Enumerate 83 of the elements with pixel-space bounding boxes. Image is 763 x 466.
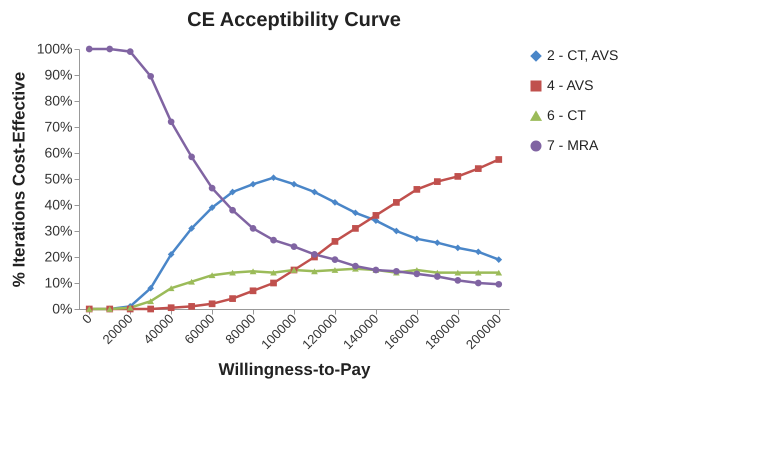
point (270, 236, 277, 244)
y-axis-title: % Iterations Cost-Effective (10, 72, 29, 288)
point (86, 46, 93, 52)
point (454, 244, 462, 252)
point (495, 256, 502, 263)
point (332, 199, 338, 206)
point (474, 280, 482, 286)
point (332, 238, 338, 245)
y-tick-label: 50% (44, 170, 72, 186)
point (229, 295, 236, 302)
point (168, 285, 174, 292)
point (454, 277, 462, 284)
point (250, 225, 256, 232)
point (126, 48, 134, 55)
point (229, 188, 236, 196)
point (147, 284, 154, 292)
point (414, 235, 420, 242)
point (414, 270, 420, 278)
point (495, 156, 502, 163)
point (454, 270, 462, 276)
point (106, 46, 114, 52)
point (434, 239, 441, 246)
point (270, 270, 277, 276)
point (168, 118, 174, 126)
point (454, 173, 462, 180)
y-tick-label: 30% (44, 222, 72, 238)
point (229, 206, 236, 214)
point (270, 174, 277, 182)
point (332, 256, 338, 263)
point (188, 303, 195, 310)
point (474, 165, 482, 172)
point (208, 184, 216, 192)
y-tick-label: 90% (44, 66, 72, 82)
point (147, 298, 154, 304)
point (208, 300, 216, 308)
point (311, 268, 318, 274)
point (147, 306, 154, 312)
point (393, 228, 400, 234)
point (352, 209, 359, 216)
point (229, 270, 236, 276)
point (372, 212, 380, 219)
point (414, 186, 420, 193)
point (290, 180, 298, 188)
point (332, 267, 338, 273)
y-tick-label: 70% (44, 118, 72, 134)
x-axis-title: Willingness-to-Pay (218, 360, 372, 380)
point (311, 251, 318, 258)
point (188, 154, 195, 160)
legend-label: 4 - AVS (547, 77, 594, 93)
legend-label: 7 - MRA (547, 137, 599, 153)
point (270, 280, 277, 286)
point (147, 72, 154, 80)
point (168, 304, 174, 312)
legend-label: 2 - CT, AVS (547, 47, 618, 63)
y-tick-label: 60% (44, 144, 72, 160)
point (250, 268, 256, 274)
point (352, 262, 359, 270)
point (474, 270, 482, 276)
point (208, 272, 216, 278)
point (250, 287, 256, 294)
point (393, 199, 400, 206)
y-tick-label: 40% (44, 196, 72, 212)
chart-title: CE Acceptibility Curve (187, 9, 401, 31)
y-tick-label: 0% (52, 300, 72, 316)
point (495, 270, 502, 276)
y-tick-label: 10% (44, 274, 72, 290)
point (311, 188, 318, 196)
point (434, 273, 441, 280)
y-tick-label: 100% (36, 40, 72, 56)
y-tick-label: 80% (44, 92, 72, 108)
point (352, 225, 359, 232)
point (290, 243, 298, 250)
point (434, 178, 441, 185)
point (474, 248, 482, 256)
point (495, 280, 502, 288)
x-tick-label: 0 (78, 310, 95, 327)
point (168, 251, 174, 258)
point (208, 204, 216, 211)
legend-label: 6 - CT (547, 107, 586, 123)
point (250, 180, 256, 188)
y-tick-label: 20% (44, 248, 72, 264)
point (188, 278, 195, 285)
point (188, 225, 195, 232)
